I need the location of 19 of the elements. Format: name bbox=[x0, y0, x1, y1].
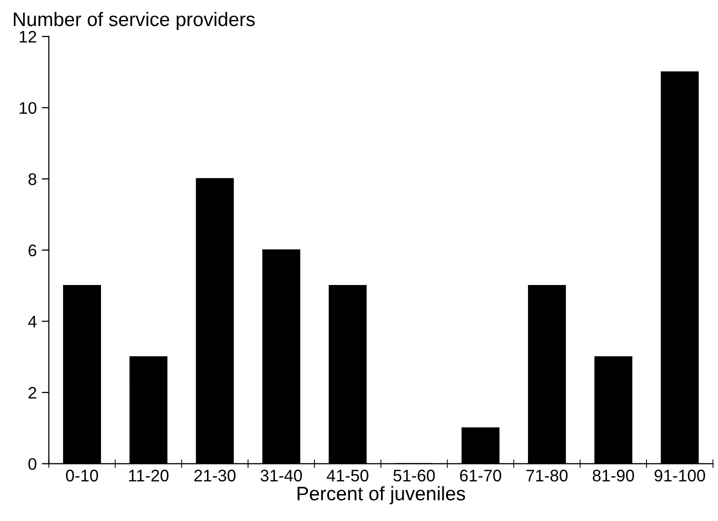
x-tick-label: 0-10 bbox=[66, 470, 98, 482]
y-axis-title: Number of service providers bbox=[14, 12, 255, 30]
y-tick-label: 10 bbox=[20, 102, 36, 114]
y-tick-label: 0 bbox=[28, 458, 36, 470]
x-tick-label: 91-100 bbox=[654, 470, 706, 482]
y-tick-label: 8 bbox=[28, 173, 36, 186]
y-tick-label: 4 bbox=[28, 316, 37, 328]
x-tick-label: 81-90 bbox=[592, 470, 634, 482]
y-tick-label: 12 bbox=[20, 30, 36, 43]
x-tick-label: 41-50 bbox=[326, 470, 368, 482]
x-tick-label: 11-20 bbox=[129, 470, 168, 482]
x-tick-label: 71-80 bbox=[526, 470, 568, 482]
x-tick-label: 31-40 bbox=[260, 470, 302, 482]
y-tick-label: 2 bbox=[28, 386, 36, 399]
x-axis-title: Percent of juveniles bbox=[298, 486, 466, 504]
x-tick-label: 61-70 bbox=[460, 470, 502, 482]
x-tick-label: 21-30 bbox=[194, 470, 236, 482]
x-tick-label: 51-60 bbox=[393, 470, 435, 482]
y-tick-label: 6 bbox=[28, 244, 36, 256]
